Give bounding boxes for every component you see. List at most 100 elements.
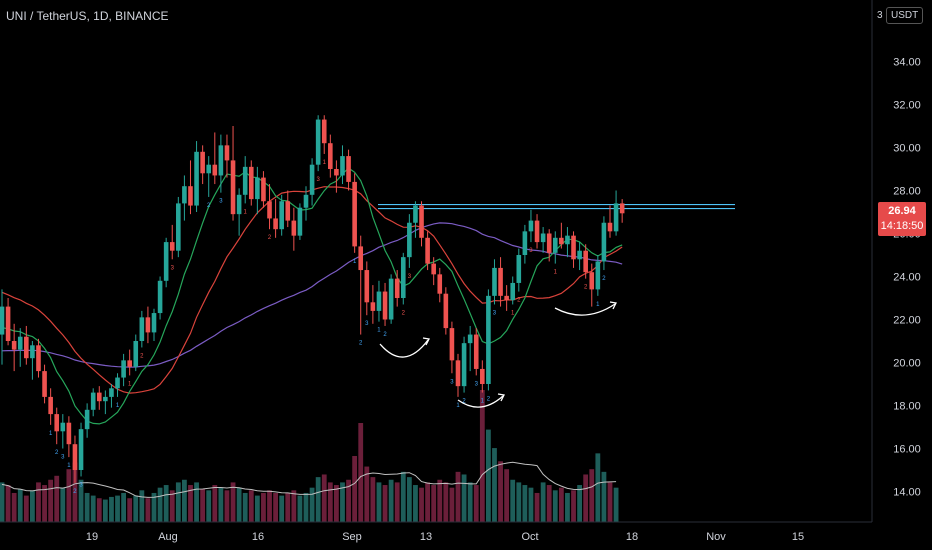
candle-body	[0, 306, 5, 335]
price-tick-label: 24.00	[893, 272, 921, 284]
volume-bar	[346, 479, 351, 522]
candle-body	[607, 222, 613, 232]
volume-bar	[358, 423, 364, 522]
candle-body	[30, 345, 35, 359]
volume-bar	[66, 469, 72, 522]
volume-bar	[297, 495, 303, 522]
volume-bar	[601, 471, 607, 522]
candle-body	[613, 203, 619, 232]
candle-body	[498, 267, 503, 296]
signal-marker: 1	[244, 209, 248, 215]
candle-body	[48, 396, 53, 415]
candle-body	[540, 233, 546, 243]
volume-bar	[540, 482, 546, 522]
candle-body	[285, 201, 291, 221]
volume-bar	[133, 495, 139, 522]
volume-bar	[182, 479, 187, 522]
last-price-tag: 26.94 14:18:50	[878, 202, 926, 236]
signal-marker-below: 3	[61, 455, 65, 461]
signal-marker-below: 2	[487, 396, 491, 402]
volume-bar	[370, 477, 376, 522]
time-tick-label: 13	[420, 531, 432, 543]
resistance-lines[interactable]	[378, 203, 735, 210]
arrow-bottom-2-head	[497, 393, 505, 402]
signal-marker-below: 2	[55, 450, 59, 456]
time-tick-label: Oct	[521, 531, 538, 543]
signal-marker: 2	[268, 235, 272, 241]
candle-body	[619, 203, 625, 214]
candle-body	[340, 156, 345, 176]
candle-body	[346, 156, 351, 182]
signal-marker: 2	[402, 310, 406, 316]
volume-bar	[11, 492, 17, 522]
volume-bar	[212, 485, 218, 522]
arrow-bottom-2	[457, 395, 504, 408]
time-tick-label: Nov	[706, 531, 726, 543]
candle-body	[309, 164, 315, 195]
volume-bar	[589, 469, 595, 522]
time-axis[interactable]: 19 Aug 16 Sep 13 Oct 18 Nov 15	[86, 531, 804, 543]
signal-marker: 1	[554, 270, 558, 276]
candle-body	[321, 119, 327, 144]
volume-bar	[273, 492, 278, 522]
bar-countdown: 14:18:50	[880, 220, 924, 232]
signal-marker: 2	[517, 298, 521, 304]
volume-bar	[36, 482, 41, 522]
candle-body	[42, 371, 47, 397]
volume-bar	[163, 485, 169, 522]
volume-bar	[145, 498, 151, 522]
candle-body	[200, 151, 205, 174]
candle-body	[358, 246, 364, 271]
volume-bar	[552, 490, 558, 522]
candles	[0, 115, 625, 483]
volume-bar	[78, 479, 84, 522]
volume-bar	[382, 485, 388, 522]
candle-body	[163, 242, 169, 281]
candle-body	[571, 235, 576, 260]
price-tick-label: 20.00	[893, 358, 921, 370]
candle-body	[303, 194, 309, 208]
candle-body	[90, 392, 96, 410]
volume-bar	[121, 492, 126, 522]
volume-bar	[115, 495, 120, 522]
candle-body	[352, 181, 357, 247]
price-tick-label: 14.00	[893, 487, 921, 499]
candle-body	[17, 336, 23, 350]
candle-body	[157, 280, 163, 314]
volume-bar	[151, 492, 157, 522]
volume-bar	[206, 490, 212, 522]
volume-bar	[321, 474, 327, 522]
candle-body	[504, 295, 509, 301]
currency-button[interactable]: USDT	[886, 7, 924, 24]
signal-marker-below: 2	[383, 332, 387, 338]
candle-body	[224, 145, 230, 161]
candle-body	[169, 242, 175, 251]
candle-body	[473, 334, 479, 369]
time-tick-label: 15	[792, 531, 804, 543]
candle-body	[279, 201, 284, 230]
volume-bar	[309, 487, 315, 522]
volume-bar	[224, 490, 230, 522]
volume-bar	[157, 487, 163, 522]
volume-bar	[139, 490, 145, 522]
price-tick-label: 32.00	[893, 100, 921, 112]
volume-bar	[443, 482, 449, 522]
candle-body	[54, 414, 60, 432]
arrow-bottom-1	[379, 339, 429, 358]
volume-bar	[528, 487, 534, 522]
candle-body	[407, 222, 412, 258]
candle-body	[236, 194, 242, 215]
signal-marker-below: 1	[596, 302, 600, 308]
volume-bars	[0, 390, 619, 522]
candle-body	[84, 409, 90, 430]
volume-bar	[90, 495, 96, 522]
candle-body	[492, 267, 497, 296]
candle-body	[297, 207, 303, 236]
price-axis[interactable]: 14.0016.0018.0020.0022.0024.0026.0028.00…	[893, 57, 921, 499]
candle-body	[528, 220, 534, 232]
arrow-bottom-3-head	[609, 301, 617, 310]
candle-body	[559, 237, 564, 245]
volume-bar	[175, 482, 181, 522]
candle-body	[449, 328, 455, 361]
